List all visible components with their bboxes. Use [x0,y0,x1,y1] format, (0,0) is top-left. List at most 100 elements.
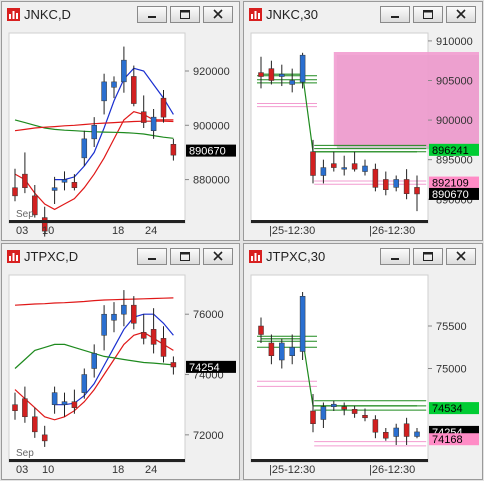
x-month-label: Sep [16,209,34,220]
minimize-button[interactable] [380,6,410,23]
candle-body [414,431,420,437]
close-icon [456,9,466,19]
window-title: JTPXC,30 [266,249,326,264]
candle-body [91,125,97,140]
window-titlebar[interactable]: JNKC,30 [244,2,482,28]
candle [403,417,410,445]
window-titlebar[interactable]: JTPXC,30 [244,244,482,270]
close-button[interactable] [446,6,476,23]
close-button[interactable] [446,248,476,265]
restore-button[interactable] [170,6,200,23]
candle-body [111,313,117,321]
x-tick-label: 24 [145,225,157,237]
y-tick-label: 905000 [436,76,473,88]
y-tick-label: 880000 [193,175,230,187]
minimize-button[interactable] [137,248,167,265]
candle-body [393,427,399,437]
candle-body [81,138,88,159]
candle-body [351,409,358,414]
candle [279,64,285,87]
candle-body [279,342,285,361]
candle [22,386,28,423]
window-titlebar[interactable]: JNKC,D [2,2,239,28]
close-icon [213,251,223,261]
candle [351,151,358,172]
y-tick-label: 76000 [193,309,224,321]
candle [351,405,358,418]
candle [111,76,117,99]
candle-body [41,217,48,232]
candle-body [131,76,137,104]
close-icon [456,251,466,261]
minimize-button[interactable] [137,6,167,23]
close-button[interactable] [203,248,233,265]
candle [268,60,275,85]
candle [362,408,368,422]
close-icon [213,9,223,19]
candle-body [341,406,347,410]
chart-window-2[interactable]: JTPXC,D 76000 74000 72000 74254 03 10 18 24 Sep [1,243,240,480]
candle [81,130,88,166]
candle-body [372,419,379,433]
candle [258,56,264,89]
candle [299,52,306,89]
candle-body [71,182,78,188]
restore-icon [423,252,433,261]
restore-button[interactable] [413,6,443,23]
candle-body [160,338,167,357]
candle [61,392,68,417]
ma-line-3 [14,297,174,306]
candle [22,152,28,194]
minimize-button[interactable] [380,248,410,265]
chart-window-1[interactable]: JNKC,30 910000 905000 900000 895000 890000 89… [243,1,483,241]
y-tick-label: 895000 [436,155,473,167]
window-title: JNKC,D [24,7,71,22]
candle [111,302,117,333]
x-tick-label: 18 [112,225,124,237]
y-tick-label: 900000 [436,115,473,127]
chart-app-icon [249,250,262,263]
price-badge-bg [429,176,479,189]
minimize-icon [148,16,156,18]
close-button[interactable] [203,6,233,23]
x-axis-bar [251,220,428,223]
candle-body [299,296,306,352]
candle [81,368,88,399]
candle-body [372,168,379,188]
price-chart[interactable]: 920000 900000 880000 890670 03 10 18 24 Sep [5,29,236,238]
candle [372,415,379,439]
price-badge-bg [429,187,479,200]
restore-button[interactable] [170,248,200,265]
y-tick-label: 75000 [436,364,467,376]
window-titlebar[interactable]: JTPXC,D [2,244,239,270]
ma-line-0 [261,338,417,407]
price-chart[interactable]: 9100009050009000008950008900008962418921… [247,29,479,238]
candle-body [258,72,264,77]
x-tick-label: 10 [42,225,54,237]
candle [121,46,127,93]
candle-body [258,325,264,335]
restore-icon [423,10,433,19]
x-axis-bar [9,220,185,223]
candle-body [331,403,337,407]
candle [362,159,368,176]
candle [320,402,327,428]
ma-line-1 [14,331,174,421]
candle-body [414,187,420,195]
candle-body [121,59,127,83]
minimize-icon [391,16,399,18]
price-badge-bg [429,143,479,156]
restore-button[interactable] [413,248,443,265]
candle [41,425,48,447]
chart-window-0[interactable]: JNKC,D 920000 900000 880000 890670 03 10 18 24 S… [1,1,240,241]
candle [51,386,58,414]
chart-window-3[interactable]: JTPXC,30 75500 75000 74534 74254 74168 |25-12… [243,243,483,480]
x-tick-label: 03 [16,225,28,237]
candle [32,407,38,438]
candle [383,428,389,441]
price-badge: 74254 [189,362,220,374]
candle [170,356,177,375]
candle [121,290,127,327]
